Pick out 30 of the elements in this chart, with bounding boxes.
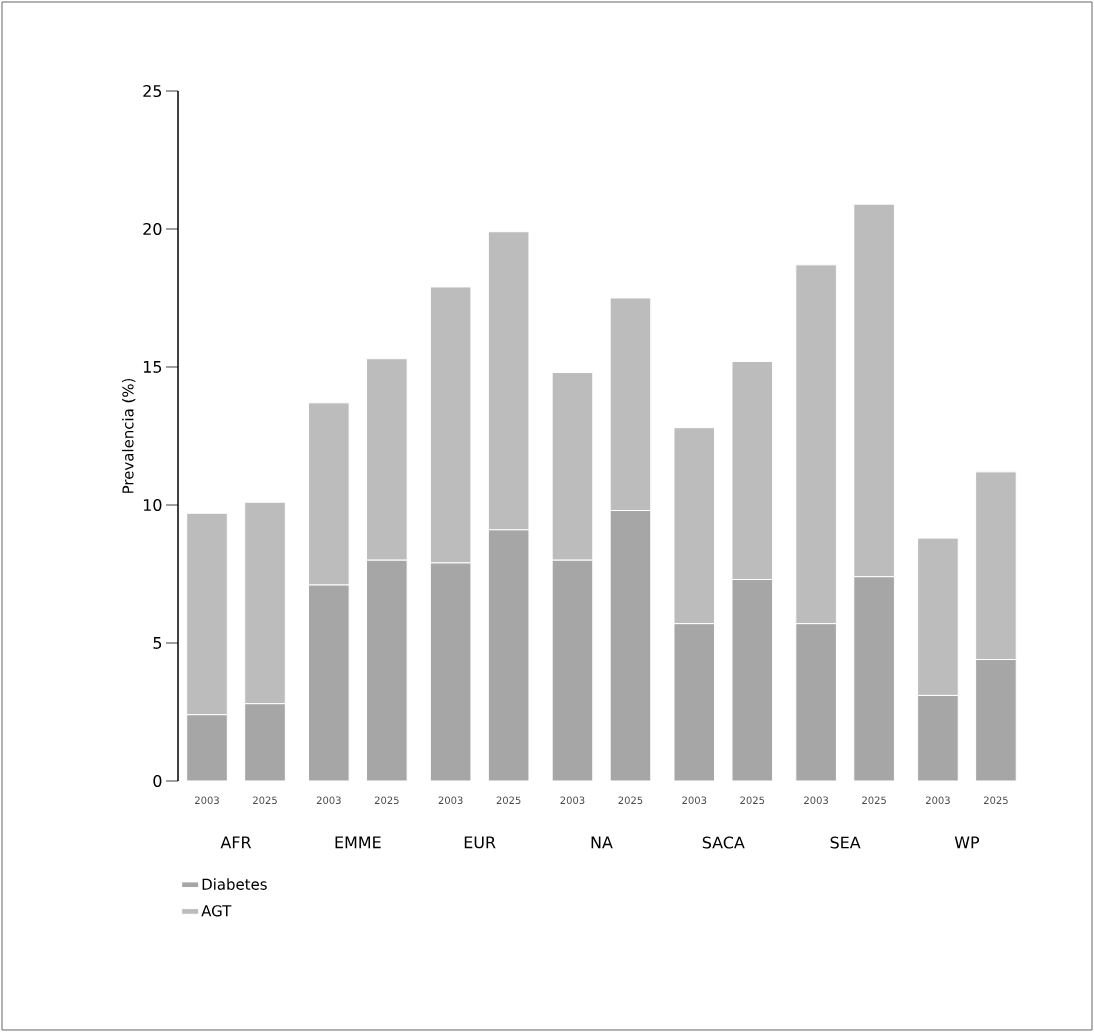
text: NA (591, 836, 613, 849)
text: WP (954, 836, 980, 849)
text: SEA (830, 836, 861, 849)
legend-label: AGT (201, 905, 232, 917)
x-tick-label: 2003 (195, 796, 219, 805)
x-tick-label: 2025 (496, 796, 521, 805)
y-tick-label: 15 (143, 361, 162, 373)
x-tick-label: 2003 (682, 796, 707, 805)
x-tick-label: 2025 (618, 796, 643, 805)
text: EMME (335, 836, 381, 849)
x-tick-label: 2025 (862, 796, 886, 805)
legend-label: Diabetes (202, 878, 267, 890)
text: SACA (702, 836, 745, 849)
text: AFR (220, 836, 252, 849)
x-tick-label: 2003 (316, 796, 341, 805)
x-tick-label: 2025 (374, 796, 399, 805)
y-tick-label: 25 (143, 84, 162, 97)
x-tick-label: 2025 (740, 796, 765, 805)
y-axis-title: Prevalencia (%) (122, 378, 136, 493)
y-tick-label: 10 (143, 498, 162, 511)
x-tick-label: 2003 (560, 796, 585, 805)
y-tick-label: 0 (153, 774, 162, 788)
x-tick-label: 2003 (438, 796, 463, 805)
x-tick-label: 2025 (983, 796, 1008, 805)
y-tick-label: 5 (153, 637, 162, 649)
x-tick-label: 2025 (253, 796, 277, 805)
x-tick-label: 2003 (804, 796, 828, 805)
x-tick-label: 2003 (925, 796, 950, 805)
text: EUR (464, 836, 496, 849)
y-tick-label: 20 (143, 222, 162, 235)
